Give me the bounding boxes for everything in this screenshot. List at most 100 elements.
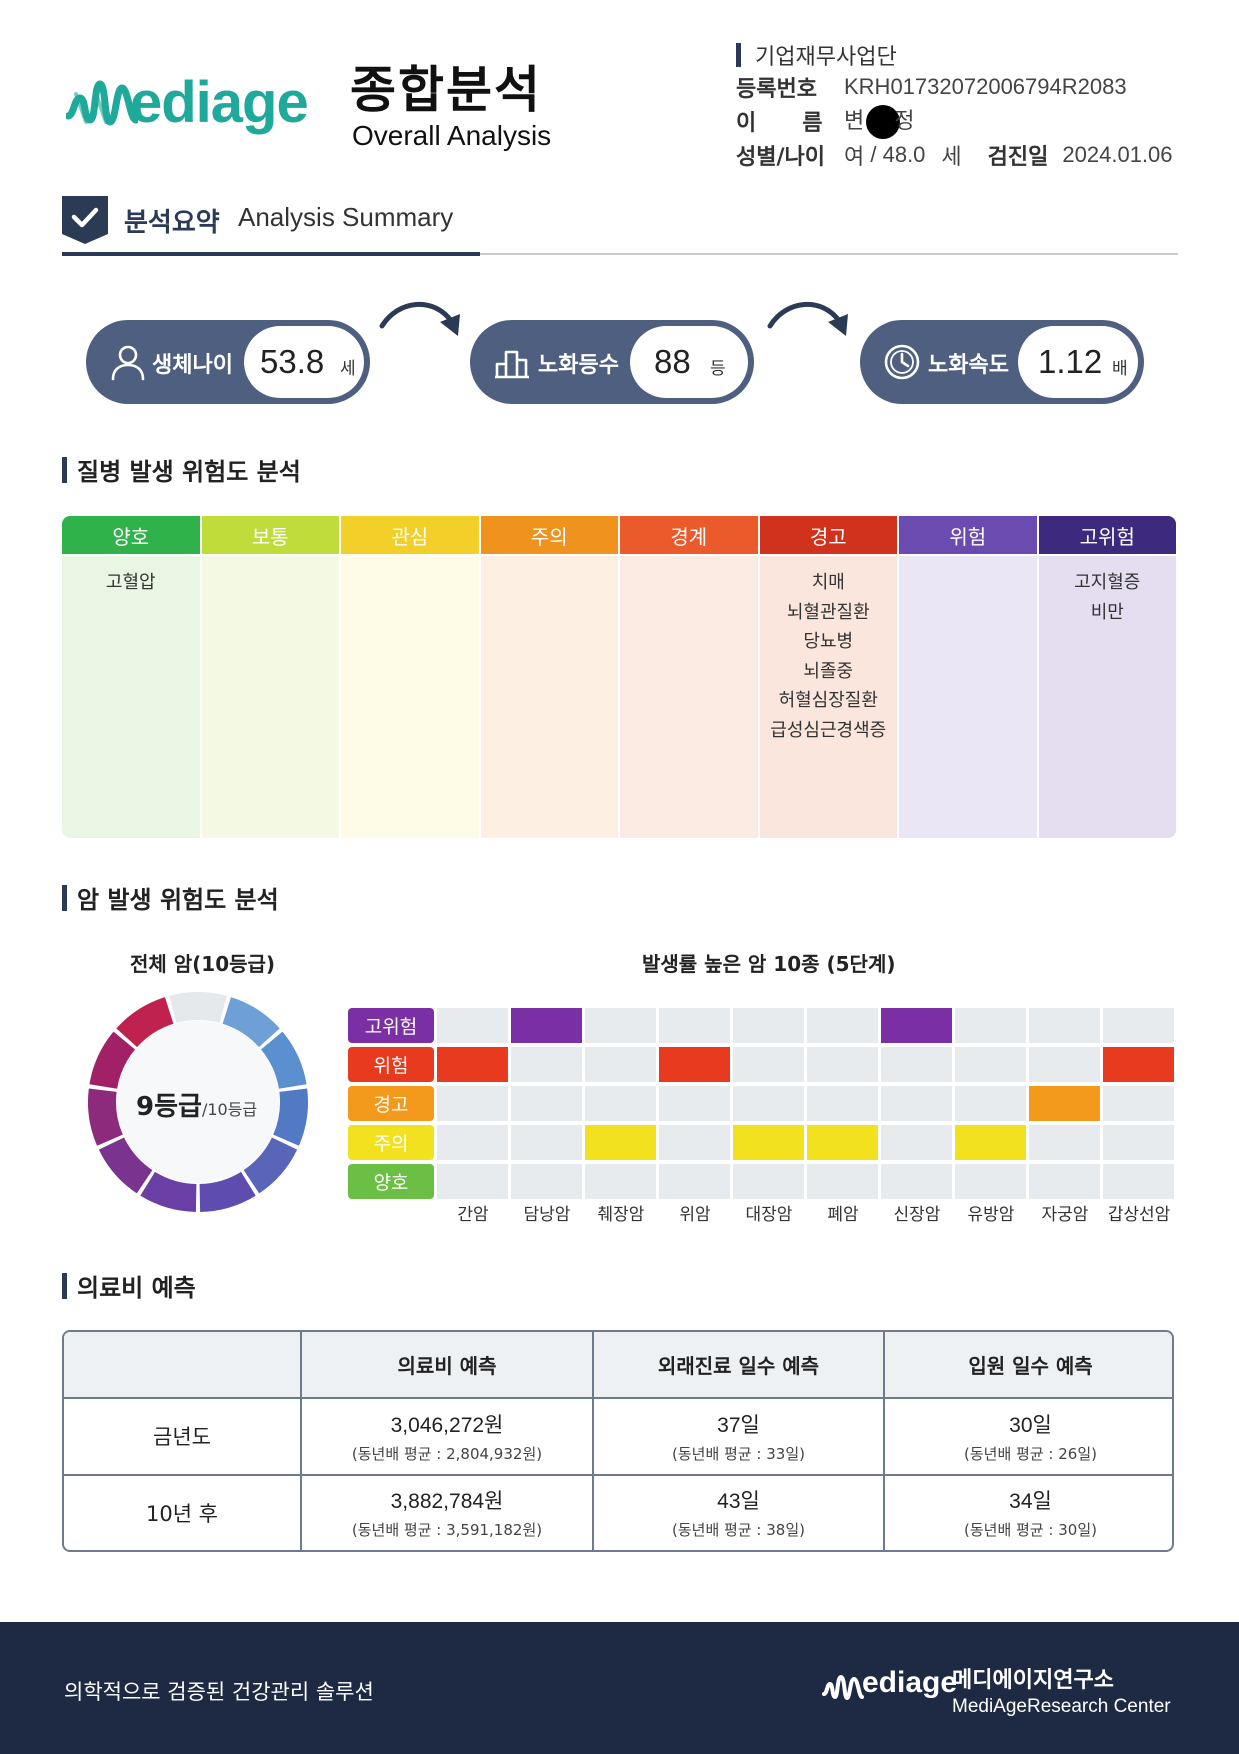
cost-header-cost: 의료비 예측: [301, 1332, 594, 1399]
bio-age-pill: 생체나이 53.8 세: [86, 320, 370, 404]
cancer-name-label: 담낭암: [523, 1205, 571, 1225]
bio-age-label: 생체나이: [152, 353, 233, 378]
organization: 기업재무사업단: [736, 40, 1216, 70]
aging-grade-label: 노화등수: [538, 353, 619, 378]
cancer-risk-cell: [585, 1125, 656, 1160]
logo-text: ediage: [130, 70, 309, 135]
cost-cell: 3,882,784원 (동년배 평균 : 3,591,182원): [301, 1474, 594, 1550]
cost-header-inpatient: 입원 일수 예측: [884, 1332, 1172, 1399]
disease-item: 급성심근경색증: [770, 719, 887, 741]
curved-arrow-icon-2: [767, 302, 848, 336]
cancer-risk-cell: [659, 1008, 730, 1043]
cancer-risk-cell: [1029, 1047, 1100, 1082]
cancer-name-label: 간암: [457, 1205, 489, 1225]
disease-item: 고지혈증: [1074, 572, 1141, 593]
risk-level-header: 양호: [62, 516, 200, 556]
disease-risk-table: 양호 고혈압 보통 관심 주의 경계 경고 치매 뇌혈관질환 당뇨병 뇌졸중 허혈심장질환 급성심근경색…: [62, 516, 1176, 838]
cancer-risk-cell: [955, 1125, 1026, 1160]
inpatient-cell: 34일 (동년배 평균 : 30일): [884, 1475, 1172, 1550]
aging-grade-pill: 노화등수 88 등: [470, 320, 754, 404]
sex-age-row: 성별/나이 여 / 48.0 세 검진일 2024.01.06: [736, 138, 1216, 172]
name-first: 변: [844, 107, 865, 133]
cancer-name-label: 자궁암: [1041, 1205, 1089, 1225]
disease-item: 치매: [811, 572, 845, 593]
donut-segment: [199, 1171, 256, 1212]
cancer-level-label: 양호: [348, 1164, 434, 1199]
disease-item: 고혈압: [105, 572, 156, 593]
disease-item: 뇌혈관질환: [786, 601, 870, 623]
risk-level-header: 위험: [899, 516, 1037, 556]
bar-chart-icon: [495, 350, 529, 379]
cancer-risk-cell: [437, 1125, 508, 1160]
age-value: 48.0: [882, 142, 926, 167]
cost-value: 3,882,784원: [390, 1490, 504, 1514]
outpatient-value: 37일: [717, 1413, 760, 1437]
cancer-risk-cell: [881, 1164, 952, 1199]
slash: /: [864, 142, 883, 167]
aging-speed-pill: 노화속도 1.12 배: [860, 320, 1144, 404]
outpatient-value: 43일: [717, 1490, 760, 1514]
risk-level-header: 주의: [480, 516, 618, 556]
risk-level-header: 경계: [620, 516, 758, 556]
cancer-risk-cell: [881, 1086, 952, 1121]
cancer-risk-cell: [511, 1125, 582, 1160]
risk-level-body: 고혈압: [62, 556, 200, 838]
donut-segment: [88, 1088, 123, 1146]
cancer-risk-cell: [1103, 1008, 1174, 1043]
footer-org-en: MediAgeResearch Center: [952, 1696, 1171, 1717]
patient-info: 기업재무사업단 등록번호 KRH01732072006794R2083 이 름 …: [736, 40, 1216, 172]
medical-cost-table: 의료비 예측 외래진료 일수 예측 입원 일수 예측 금년도 3,046,272…: [62, 1330, 1174, 1552]
overall-cancer-title: 전체 암(10등급): [130, 952, 276, 976]
cancer-risk-cell: [585, 1047, 656, 1082]
aging-grade-unit: 등: [710, 359, 726, 379]
aging-grade-value: 88: [654, 343, 691, 380]
donut-segment: [260, 1031, 307, 1089]
risk-level-body: [480, 556, 618, 838]
cancer-risk-cell: [1103, 1125, 1174, 1160]
cancer-risk-cell: [1103, 1047, 1174, 1082]
cancer-risk-cell: [511, 1008, 582, 1043]
cancer-risk-title: 암 발생 위험도 분석: [62, 880, 279, 915]
cancer-level-row: 고위험: [348, 1008, 1174, 1043]
cancer-risk-cell: [955, 1047, 1026, 1082]
sex-age-label: 성별/나이: [736, 145, 825, 170]
donut-segment: [273, 1088, 308, 1146]
table-row: 금년도 3,046,272원 (동년배 평균 : 2,804,932원) 37일…: [64, 1398, 1172, 1476]
donut-center-fill: [117, 1021, 279, 1183]
cancer-level-row: 주의: [348, 1125, 1174, 1160]
curved-arrow-icon: [379, 302, 460, 336]
donut-segment: [169, 992, 227, 1023]
risk-column: 관심: [341, 516, 481, 838]
risk-column: 경계: [620, 516, 760, 838]
bio-age-value-box: 53.8 세: [244, 326, 364, 398]
donut-segment: [89, 1031, 136, 1089]
donut-segment: [243, 1137, 298, 1194]
registration-value: KRH01732072006794R2083: [844, 74, 1127, 99]
inpatient-value: 34일: [1009, 1490, 1052, 1514]
cost-header-row: 의료비 예측 외래진료 일수 예측 입원 일수 예측: [64, 1332, 1172, 1399]
cancer-grade-donut: [88, 992, 308, 1212]
cancer-grade-total: /10등급: [201, 1100, 258, 1119]
risk-level-body: [341, 556, 479, 838]
cancer-name-label: 갑상선암: [1107, 1205, 1171, 1225]
row-label-this-year: 금년도: [64, 1398, 302, 1476]
registration-row: 등록번호 KRH01732072006794R2083: [736, 70, 1216, 104]
cancer-risk-cell: [437, 1164, 508, 1199]
inpatient-value: 30일: [1009, 1413, 1052, 1437]
cost-cell: 3,046,272원 (동년배 평균 : 2,804,932원): [301, 1398, 594, 1476]
donut-segment: [222, 997, 280, 1048]
cancer-risk-cell: [511, 1086, 582, 1121]
cancer-risk-cell: [807, 1125, 878, 1160]
checkup-label: 검진일: [987, 145, 1049, 170]
cancer-risk-cell: [807, 1086, 878, 1121]
table-row: 10년 후 3,882,784원 (동년배 평균 : 3,591,182원) 4…: [64, 1474, 1172, 1550]
aging-speed-label: 노화속도: [928, 353, 1009, 378]
sex-value: 여: [844, 144, 865, 169]
cancer-risk-cell: [437, 1086, 508, 1121]
mediage-logo: ediage: [66, 70, 326, 140]
aging-speed-value-box: 1.12 배: [1018, 326, 1138, 398]
check-badge-icon: [62, 196, 108, 244]
cancer-risk-cell: [955, 1164, 1026, 1199]
